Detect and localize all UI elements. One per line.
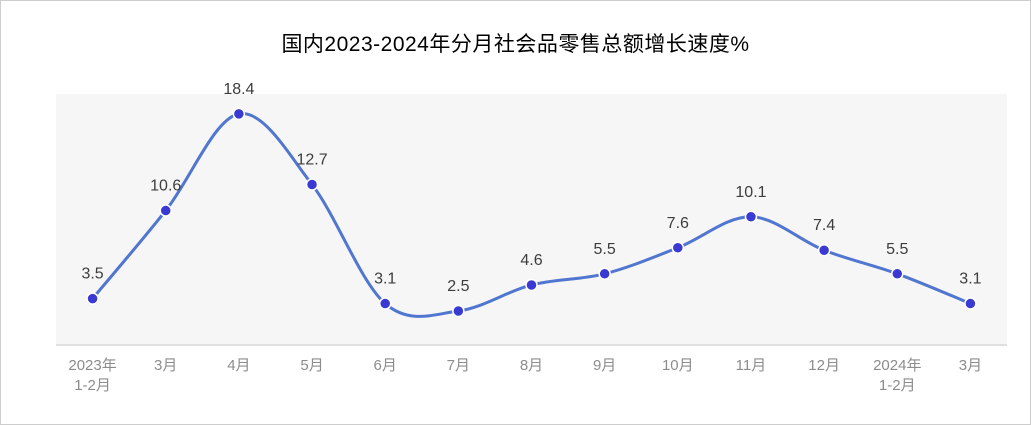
- data-point-label: 10.6: [150, 178, 181, 195]
- data-point[interactable]: [159, 204, 172, 217]
- data-point-label: 3.5: [81, 266, 103, 283]
- data-point-label: 18.4: [223, 81, 254, 98]
- data-point-label: 5.5: [886, 241, 908, 258]
- x-axis-label: 2023年 1-2月: [68, 357, 116, 394]
- x-axis-label: 3月: [959, 357, 982, 374]
- x-axis-label: 8月: [520, 357, 543, 374]
- data-point-label: 7.4: [813, 217, 835, 234]
- data-point[interactable]: [232, 107, 246, 121]
- x-axis-label: 7月: [447, 357, 470, 374]
- x-axis-label: 3月: [154, 357, 177, 374]
- x-axis-label: 5月: [300, 357, 323, 374]
- data-point[interactable]: [671, 241, 685, 255]
- data-point[interactable]: [452, 304, 465, 318]
- series-line: [91, 112, 972, 318]
- data-point-label: 4.6: [520, 252, 542, 269]
- data-point[interactable]: [378, 297, 392, 310]
- data-point[interactable]: [817, 243, 831, 257]
- x-axis-label: 2024年 1-2月: [873, 357, 921, 394]
- data-point[interactable]: [86, 292, 99, 305]
- chart-title: 国内2023-2024年分月社会品零售总额增长速度%: [281, 33, 750, 56]
- data-point-label: 7.6: [667, 215, 689, 232]
- data-point-label: 12.7: [296, 152, 327, 169]
- data-point-label: 5.5: [594, 241, 616, 258]
- data-point[interactable]: [964, 297, 977, 310]
- data-point-label: 3.1: [959, 271, 981, 288]
- x-axis-label: 10月: [662, 357, 694, 374]
- data-point-label: 3.1: [374, 271, 396, 288]
- x-axis-label: 4月: [227, 357, 250, 374]
- data-point[interactable]: [305, 178, 319, 191]
- data-point[interactable]: [598, 267, 611, 281]
- data-point[interactable]: [525, 278, 538, 292]
- data-point-label: 10.1: [735, 184, 766, 201]
- data-point[interactable]: [891, 267, 904, 281]
- x-axis-label: 12月: [808, 357, 840, 374]
- data-point[interactable]: [744, 210, 758, 224]
- x-axis-label: 6月: [374, 357, 397, 374]
- data-point-label: 2.5: [447, 278, 469, 295]
- plot-background: [56, 94, 1007, 346]
- x-axis-label: 9月: [593, 357, 616, 374]
- x-axis-label: 11月: [736, 357, 767, 374]
